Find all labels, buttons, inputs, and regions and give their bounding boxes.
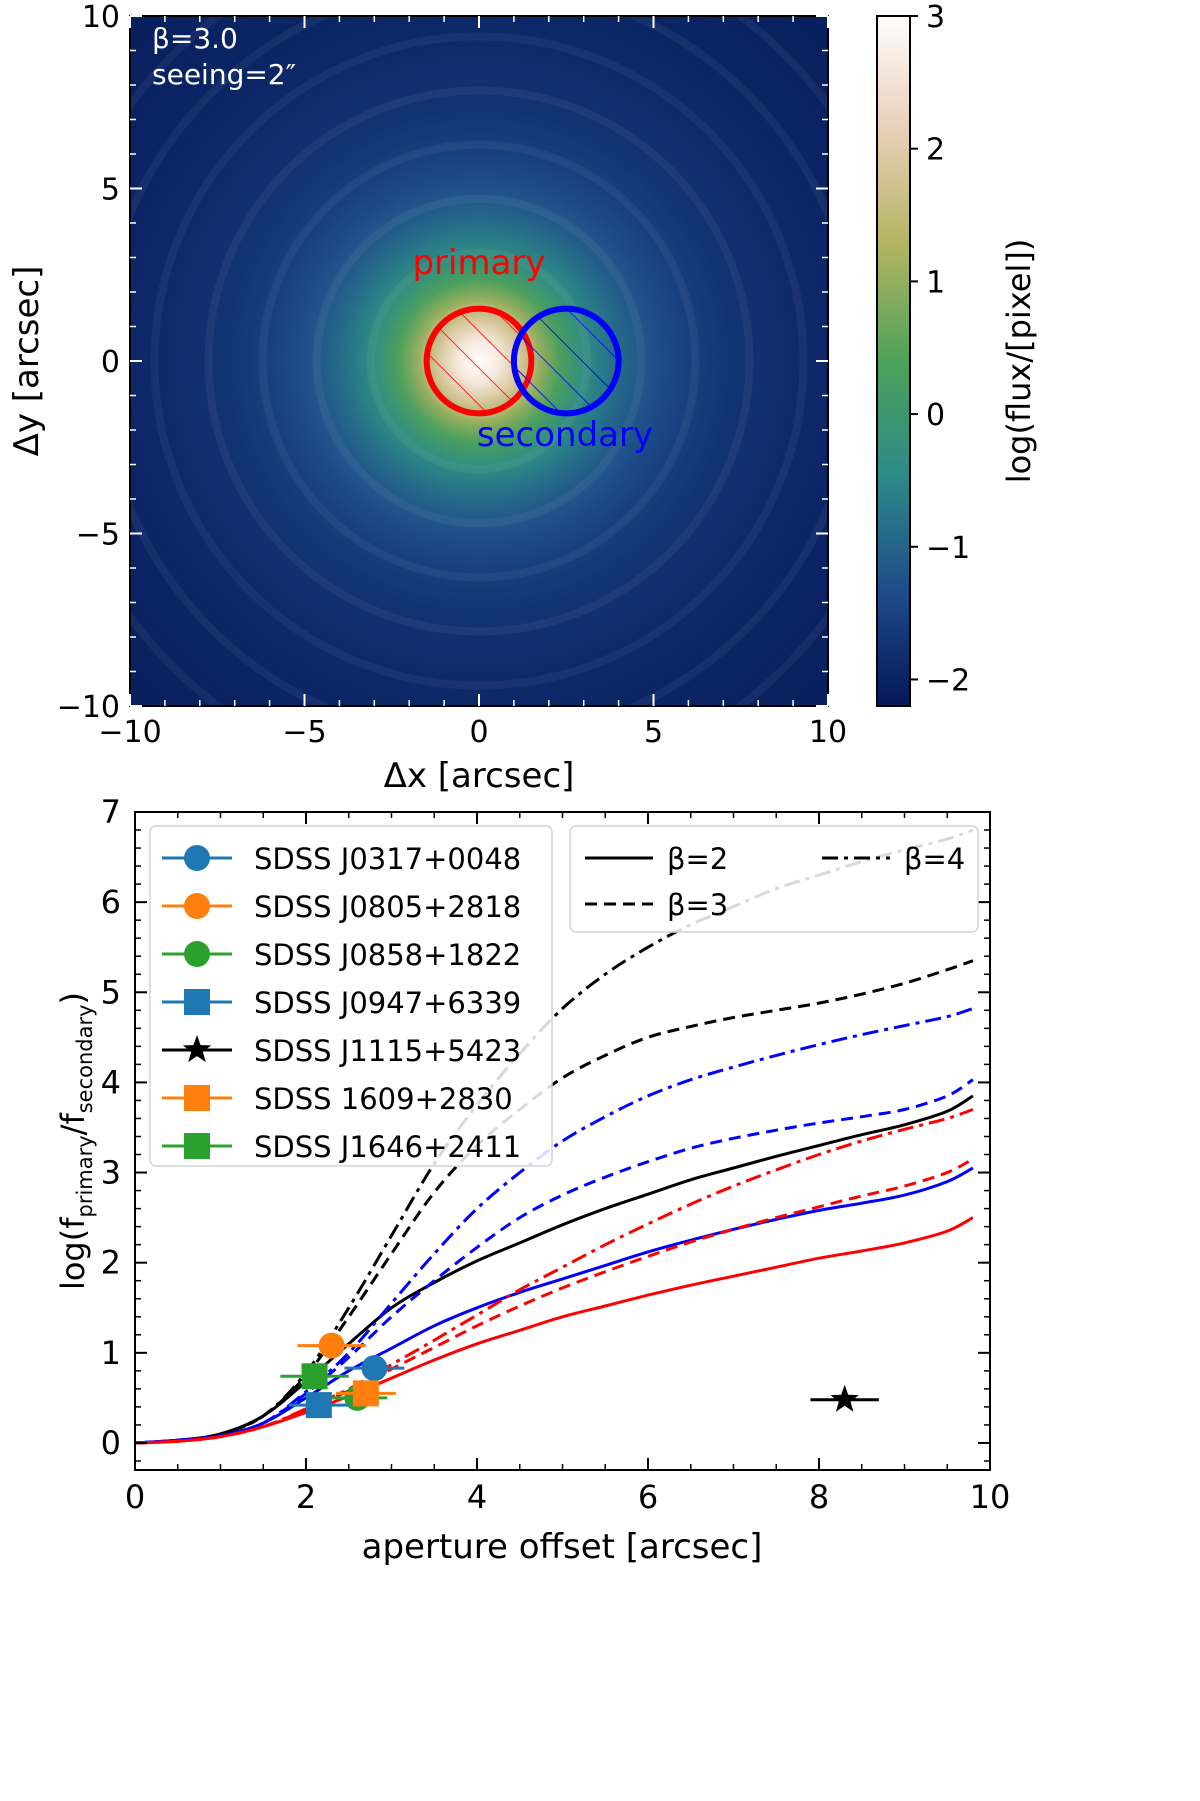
y-tick-label: 3 bbox=[101, 1154, 121, 1192]
legend-label: SDSS J0947+6339 bbox=[254, 986, 521, 1020]
x-tick-label: 4 bbox=[467, 1478, 487, 1516]
flux-map-ticks: −10 −5 0 5 10 −10 −5 0 5 10 bbox=[57, 0, 847, 750]
legend-marker bbox=[182, 1035, 212, 1063]
y-tick-label: 0 bbox=[101, 1424, 121, 1462]
x-tick-label: −10 bbox=[98, 715, 161, 750]
legend-label: β=4 bbox=[904, 842, 965, 876]
y-tick-label: 5 bbox=[101, 973, 121, 1011]
flux-ring bbox=[204, 86, 754, 636]
y-tick-label: 0 bbox=[101, 345, 120, 380]
primary-aperture-hatch bbox=[426, 308, 532, 414]
y-tick-label: 7 bbox=[101, 793, 121, 831]
flux-map-rings bbox=[130, 16, 828, 706]
legend-label: SDSS J0805+2818 bbox=[254, 890, 521, 924]
data-point-marker bbox=[305, 1392, 332, 1419]
secondary-aperture-label: secondary bbox=[477, 415, 653, 455]
legend-marker bbox=[184, 941, 210, 967]
colorbar-ticks: −2 −1 0 1 2 3 bbox=[910, 0, 970, 698]
legend-label: β=2 bbox=[667, 842, 728, 876]
data-point-marker bbox=[318, 1332, 345, 1359]
legend-marker bbox=[184, 1085, 210, 1111]
x-tick-label: 10 bbox=[970, 1478, 1011, 1516]
curve-blue-beta-3 bbox=[135, 1078, 974, 1445]
colorbar-tick-label: 3 bbox=[926, 0, 945, 35]
colorbar-tick-label: 2 bbox=[926, 133, 945, 168]
data-point-marker bbox=[352, 1380, 379, 1407]
y-tick-label: 2 bbox=[101, 1244, 121, 1282]
y-tick-label: −5 bbox=[76, 518, 120, 553]
points-legend-box bbox=[149, 825, 553, 1167]
colorbar-tick-label: 1 bbox=[926, 265, 945, 300]
x-tick-label: 0 bbox=[125, 1478, 145, 1516]
legend-label: SDSS J1115+5423 bbox=[254, 1034, 521, 1068]
legend-label: SDSS 1609+2830 bbox=[254, 1082, 513, 1116]
x-tick-label: 6 bbox=[638, 1478, 658, 1516]
legend-label: SDSS J0858+1822 bbox=[254, 938, 521, 972]
curve-red-beta-4 bbox=[135, 1108, 974, 1445]
colorbar-label: log(flux/[pixel]) bbox=[1000, 239, 1038, 484]
data-point-marker bbox=[361, 1355, 388, 1382]
apertures bbox=[423, 305, 622, 417]
colorbar-tick-label: −2 bbox=[926, 663, 970, 698]
colorbar-tick-label: −1 bbox=[926, 531, 970, 566]
flux-ring bbox=[258, 140, 700, 582]
legend-marker bbox=[184, 893, 210, 919]
colorbar-tick-label: 0 bbox=[926, 398, 945, 433]
x-tick-label: 2 bbox=[296, 1478, 316, 1516]
y-tick-label: −10 bbox=[57, 690, 120, 725]
y-tick-label: 4 bbox=[101, 1063, 121, 1101]
flux-map-x-axis-label: Δx [arcsec] bbox=[384, 756, 575, 796]
y-tick-label: 5 bbox=[101, 173, 120, 208]
flux-map-panel: −10 −5 0 5 10 −10 −5 0 5 10 β=3.0 seeing=2″ prima… bbox=[7, 0, 847, 796]
points-legend: SDSS J0317+0048 SDSS J0805+2818 SDSS J0858… bbox=[149, 825, 553, 1167]
y-tick-label: 1 bbox=[101, 1334, 121, 1372]
flux-ring bbox=[312, 194, 646, 528]
legend-label: SDSS J1646+2411 bbox=[254, 1130, 521, 1164]
y-tick-label: 6 bbox=[101, 883, 121, 921]
x-tick-label: 10 bbox=[809, 715, 847, 750]
flux-map-minor-ticks bbox=[130, 16, 828, 706]
colorbar-gradient bbox=[876, 15, 911, 707]
x-tick-label: 8 bbox=[809, 1478, 829, 1516]
flux-ratio-ticks: 0 2 4 6 8 10 0 1 2 3 4 5 6 7 bbox=[101, 793, 1011, 1516]
x-tick-label: 0 bbox=[469, 715, 488, 750]
data-point-marker bbox=[301, 1363, 328, 1390]
flux-ratio-panel: 0 2 4 6 8 10 0 1 2 3 4 5 6 7 aperture offset [arcsec]… bbox=[54, 793, 1010, 1567]
data-point-marker bbox=[830, 1384, 859, 1412]
legend-marker bbox=[184, 845, 210, 871]
secondary-aperture-hatch bbox=[513, 308, 619, 414]
flux-ring bbox=[150, 32, 808, 690]
colorbar: −2 −1 0 1 2 3 log(flux/[pixel]) bbox=[876, 0, 1038, 707]
legend-marker bbox=[184, 1133, 210, 1159]
legend-label: β=3 bbox=[667, 888, 728, 922]
annotation-seeing: seeing=2″ bbox=[152, 58, 296, 91]
primary-aperture-label: primary bbox=[412, 243, 545, 283]
y-tick-label: 10 bbox=[82, 0, 120, 35]
flux-map-y-axis-label: Δy [arcsec] bbox=[7, 266, 47, 457]
curve-black-beta-2 bbox=[135, 1094, 974, 1445]
x-tick-label: −5 bbox=[282, 715, 326, 750]
legend-label: SDSS J0317+0048 bbox=[254, 842, 521, 876]
curves-legend-box bbox=[569, 825, 979, 933]
data-points bbox=[280, 1332, 879, 1419]
curves-legend: β=2 β=3 β=4 bbox=[569, 825, 979, 933]
legend-marker bbox=[184, 989, 210, 1015]
annotation-beta: β=3.0 bbox=[152, 22, 238, 55]
secondary-aperture bbox=[510, 305, 622, 417]
flux-ratio-x-axis-label: aperture offset [arcsec] bbox=[362, 1527, 763, 1567]
x-tick-label: 5 bbox=[644, 715, 663, 750]
flux-ratio-y-axis-label: log(fprimary/fsecondary) bbox=[54, 992, 97, 1290]
